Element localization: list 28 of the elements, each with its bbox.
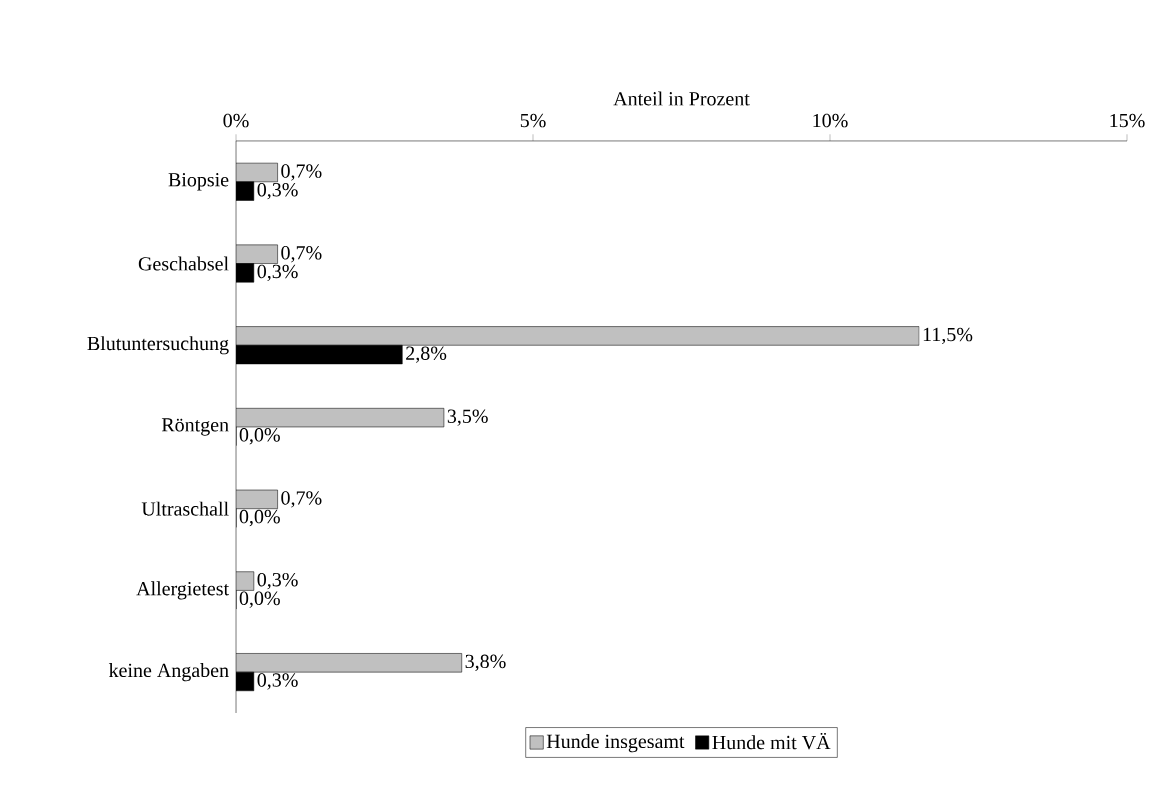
x-tick-label: 10% (813, 113, 848, 128)
data-label: 0,3% (257, 572, 298, 590)
data-label: 0,7% (281, 246, 322, 263)
y-tick-label: Biopsie (168, 173, 229, 191)
y-tick-label: Blutuntersuchung (87, 336, 229, 355)
y-tick-label: Geschabsel (138, 256, 229, 271)
data-label: 3,5% (447, 409, 488, 426)
data-label: 11,5% (923, 327, 973, 345)
x-tick-label: 5% (520, 113, 546, 128)
x-axis-title: Anteil in Prozent (613, 91, 750, 106)
data-label: 0,0% (239, 428, 280, 445)
data-label: 2,8% (406, 346, 447, 363)
x-tick-label: 15% (1110, 113, 1145, 128)
y-tick-label: Röntgen (161, 418, 229, 436)
y-tick-label: keine Angaben (108, 663, 229, 682)
data-label: 0,3% (257, 182, 298, 200)
data-label: 0,0% (239, 591, 280, 608)
data-label: 0,7% (281, 164, 322, 181)
y-tick-label: Ultraschall (141, 501, 229, 516)
data-label: 0,0% (239, 509, 280, 527)
data-label: 0,7% (281, 491, 322, 508)
data-label: 0,3% (257, 264, 298, 282)
x-tick-label: 0% (223, 113, 249, 128)
legend-label: Hunde insgesamt (546, 734, 685, 753)
data-label: 3,8% (465, 654, 506, 671)
y-tick-label: Allergietest (136, 581, 229, 600)
legend-label: Hunde mit VÄ (712, 732, 831, 750)
data-label: 0,3% (257, 673, 298, 690)
